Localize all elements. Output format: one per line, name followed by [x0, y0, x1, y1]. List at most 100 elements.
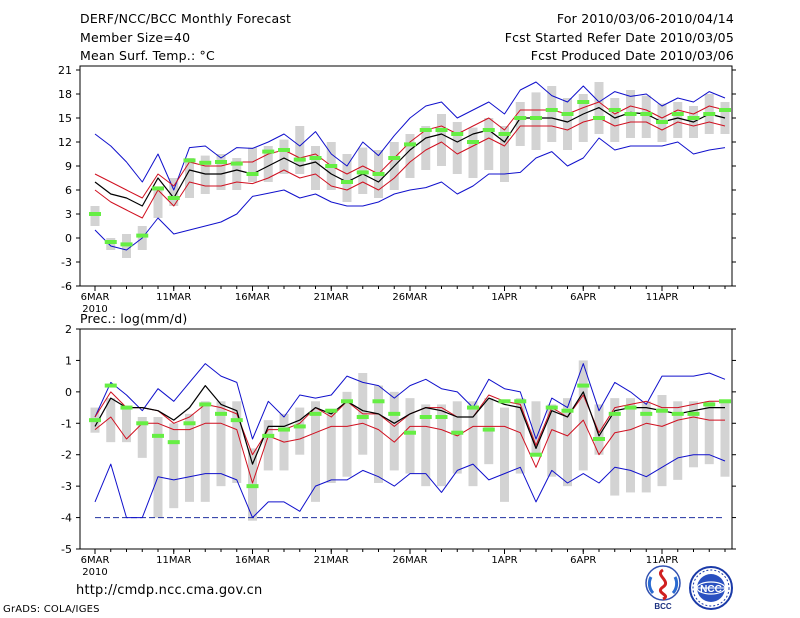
- panel2-spread-box: [263, 420, 273, 471]
- panel2-spread-box: [563, 398, 572, 487]
- panel1-observed-marker: [372, 172, 385, 176]
- panel2-x-tick-label: 11APR: [646, 555, 679, 566]
- panel2-y-tick-label: -1: [61, 417, 72, 430]
- panel2-observed-marker: [183, 421, 196, 426]
- panel1-spread-box: [515, 102, 525, 146]
- panel1-spread-box: [311, 146, 320, 190]
- panel2-x-tick-label: 6APR: [570, 555, 596, 566]
- panel1-spread-box: [563, 98, 572, 150]
- panel2-observed-marker: [199, 402, 212, 407]
- panel1-spread-box: [641, 95, 651, 138]
- panel1-observed-marker: [451, 132, 464, 136]
- panel2-spread-box: [374, 385, 383, 483]
- panel2-observed-marker: [152, 433, 164, 438]
- panel1-spread-box: [342, 154, 352, 202]
- panel2-outer-high-line: [94, 363, 726, 440]
- panel2-variable: Prec.: log(mm/d): [80, 311, 188, 326]
- panel1-observed-marker: [545, 108, 558, 112]
- panel1-observed-marker: [136, 233, 149, 238]
- panel2-spread-box: [169, 423, 179, 509]
- panel1-y-tick-label: 15: [58, 112, 72, 125]
- panel2-observed-marker: [451, 430, 464, 435]
- panel1-mean-line: [94, 106, 726, 207]
- panel2-observed-marker: [671, 411, 684, 416]
- panel1-observed-marker: [89, 212, 101, 216]
- panel2-observed-marker: [498, 399, 511, 404]
- panel2-spread-box: [468, 401, 478, 487]
- panel1-y-tick-label: 12: [58, 136, 72, 149]
- panel2-observed-marker: [104, 383, 117, 388]
- panel2-spread-box: [657, 395, 667, 487]
- panel1-observed-marker: [561, 112, 574, 116]
- panel2-x-tick-label: 6MAR: [81, 555, 110, 566]
- panel2-inner-low-line: [94, 416, 725, 484]
- panel1-x-tick-label: 11APR: [646, 292, 679, 303]
- panel2-y-tick-label: -2: [61, 449, 72, 462]
- panel1-spread-box: [295, 126, 305, 174]
- panel1-spread-box: [185, 158, 194, 198]
- panel1-spread-box: [484, 118, 494, 170]
- panel1-year-label: 2010: [82, 304, 107, 315]
- panel1-plot-frame: [79, 65, 733, 287]
- panel1-observed-marker: [719, 108, 731, 112]
- panel2-spread-box: [720, 401, 730, 477]
- panel2-y-tick-label: 0: [65, 386, 72, 399]
- bcc-logo-text: BCC: [654, 602, 672, 611]
- panel1-spread-box: [531, 92, 541, 150]
- panel1-inner-low-line: [94, 117, 726, 219]
- panel2-observed-marker: [372, 399, 385, 404]
- panel1-x-tick-label: 21MAR: [314, 292, 349, 303]
- panel1-observed-marker: [309, 156, 322, 160]
- panel2-spread-box: [311, 401, 320, 502]
- ncc-logo-text: NCC: [700, 584, 722, 595]
- panel2-spread-box: [122, 407, 131, 443]
- panel2-observed-marker: [530, 452, 542, 457]
- panel2-spread-box: [689, 401, 698, 468]
- panel2-observed-marker: [687, 411, 700, 416]
- panel2-observed-marker: [703, 402, 716, 407]
- panel2-observed-marker: [120, 405, 133, 410]
- panel2-observed-marker: [404, 430, 416, 435]
- panel2-observed-marker: [325, 408, 338, 413]
- panel1-observed-marker: [656, 120, 668, 124]
- panel2-observed-marker: [309, 411, 322, 416]
- panel1-y-tick-label: 21: [58, 64, 72, 77]
- panel2-spread-box: [626, 398, 635, 493]
- panel2-spread-box: [641, 401, 651, 493]
- panel2-observed-marker: [341, 399, 353, 404]
- panel1-observed-marker: [640, 112, 653, 116]
- panel2-observed-marker: [640, 411, 653, 416]
- panel2-observed-marker: [388, 411, 401, 416]
- panel2-spread-box: [342, 391, 352, 477]
- panel2-spread-box: [106, 398, 116, 443]
- panel1-observed-marker: [419, 128, 432, 132]
- panel2-observed-marker: [608, 411, 621, 416]
- panel1-x-tick-label: 6MAR: [81, 292, 110, 303]
- footer-url[interactable]: http://cmdp.ncc.cma.gov.cn: [76, 583, 263, 598]
- panel1-spread-box: [263, 146, 273, 182]
- panel1-x-tick-label: 6APR: [570, 292, 596, 303]
- panel2-spread-box: [153, 417, 163, 518]
- panel1-observed-marker: [262, 149, 275, 154]
- panel2-y-tick-label: -4: [61, 512, 72, 525]
- panel1-y-tick-label: 0: [65, 232, 72, 245]
- panel1-observed-marker: [593, 116, 605, 120]
- panel1-observed-marker: [104, 240, 117, 244]
- panel2-spread-box: [185, 413, 194, 502]
- panel2-observed-marker: [593, 437, 605, 441]
- panel2-observed-marker: [356, 415, 369, 419]
- panel1-spread-box: [200, 155, 210, 194]
- panel1-y-tick-label: 18: [58, 88, 72, 101]
- panel2-observed-marker: [278, 427, 290, 432]
- panel2-spread-box: [437, 404, 446, 487]
- panel2-spread-box: [594, 404, 604, 455]
- panel1-observed-marker: [498, 132, 511, 136]
- panel1-observed-marker: [687, 116, 700, 120]
- panel1-spread-box: [405, 134, 415, 178]
- panel2-spread-box: [326, 410, 336, 483]
- panel2-outer-low-line: [94, 454, 726, 519]
- panel1-observed-marker: [215, 160, 227, 164]
- panel2-observed-marker: [167, 440, 180, 445]
- panel2-spread-box: [610, 398, 620, 496]
- panel1-y-tick-label: 9: [65, 160, 72, 173]
